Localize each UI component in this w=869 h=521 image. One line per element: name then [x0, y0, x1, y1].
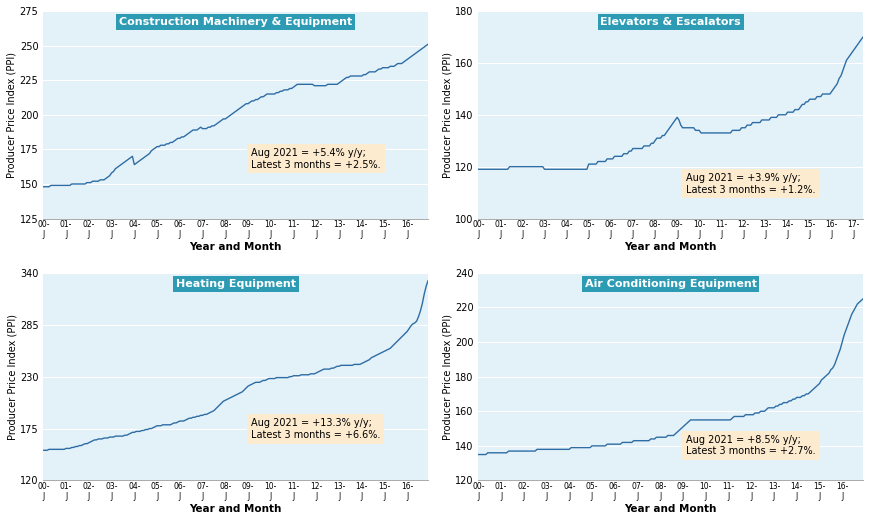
Text: Construction Machinery & Equipment: Construction Machinery & Equipment: [119, 17, 352, 27]
Y-axis label: Producer Price Index (PPI): Producer Price Index (PPI): [441, 314, 452, 440]
Text: Aug 2021 = +8.5% y/y;
Latest 3 months = +2.7%.: Aug 2021 = +8.5% y/y; Latest 3 months = …: [686, 435, 815, 456]
Text: Aug 2021 = +5.4% y/y;
Latest 3 months = +2.5%.: Aug 2021 = +5.4% y/y; Latest 3 months = …: [251, 148, 381, 170]
X-axis label: Year and Month: Year and Month: [189, 242, 282, 252]
Text: Air Conditioning Equipment: Air Conditioning Equipment: [584, 279, 756, 289]
Text: Heating Equipment: Heating Equipment: [176, 279, 295, 289]
X-axis label: Year and Month: Year and Month: [189, 504, 282, 514]
X-axis label: Year and Month: Year and Month: [624, 242, 716, 252]
X-axis label: Year and Month: Year and Month: [624, 504, 716, 514]
Y-axis label: Producer Price Index (PPI): Producer Price Index (PPI): [7, 52, 17, 178]
Y-axis label: Producer Price Index (PPI): Producer Price Index (PPI): [7, 314, 17, 440]
Text: Elevators & Escalators: Elevators & Escalators: [600, 17, 740, 27]
Y-axis label: Producer Price Index (PPI): Producer Price Index (PPI): [441, 52, 452, 178]
Text: Aug 2021 = +13.3% y/y;
Latest 3 months = +6.6%.: Aug 2021 = +13.3% y/y; Latest 3 months =…: [251, 418, 380, 440]
Text: Aug 2021 = +3.9% y/y;
Latest 3 months = +1.2%.: Aug 2021 = +3.9% y/y; Latest 3 months = …: [686, 173, 814, 194]
